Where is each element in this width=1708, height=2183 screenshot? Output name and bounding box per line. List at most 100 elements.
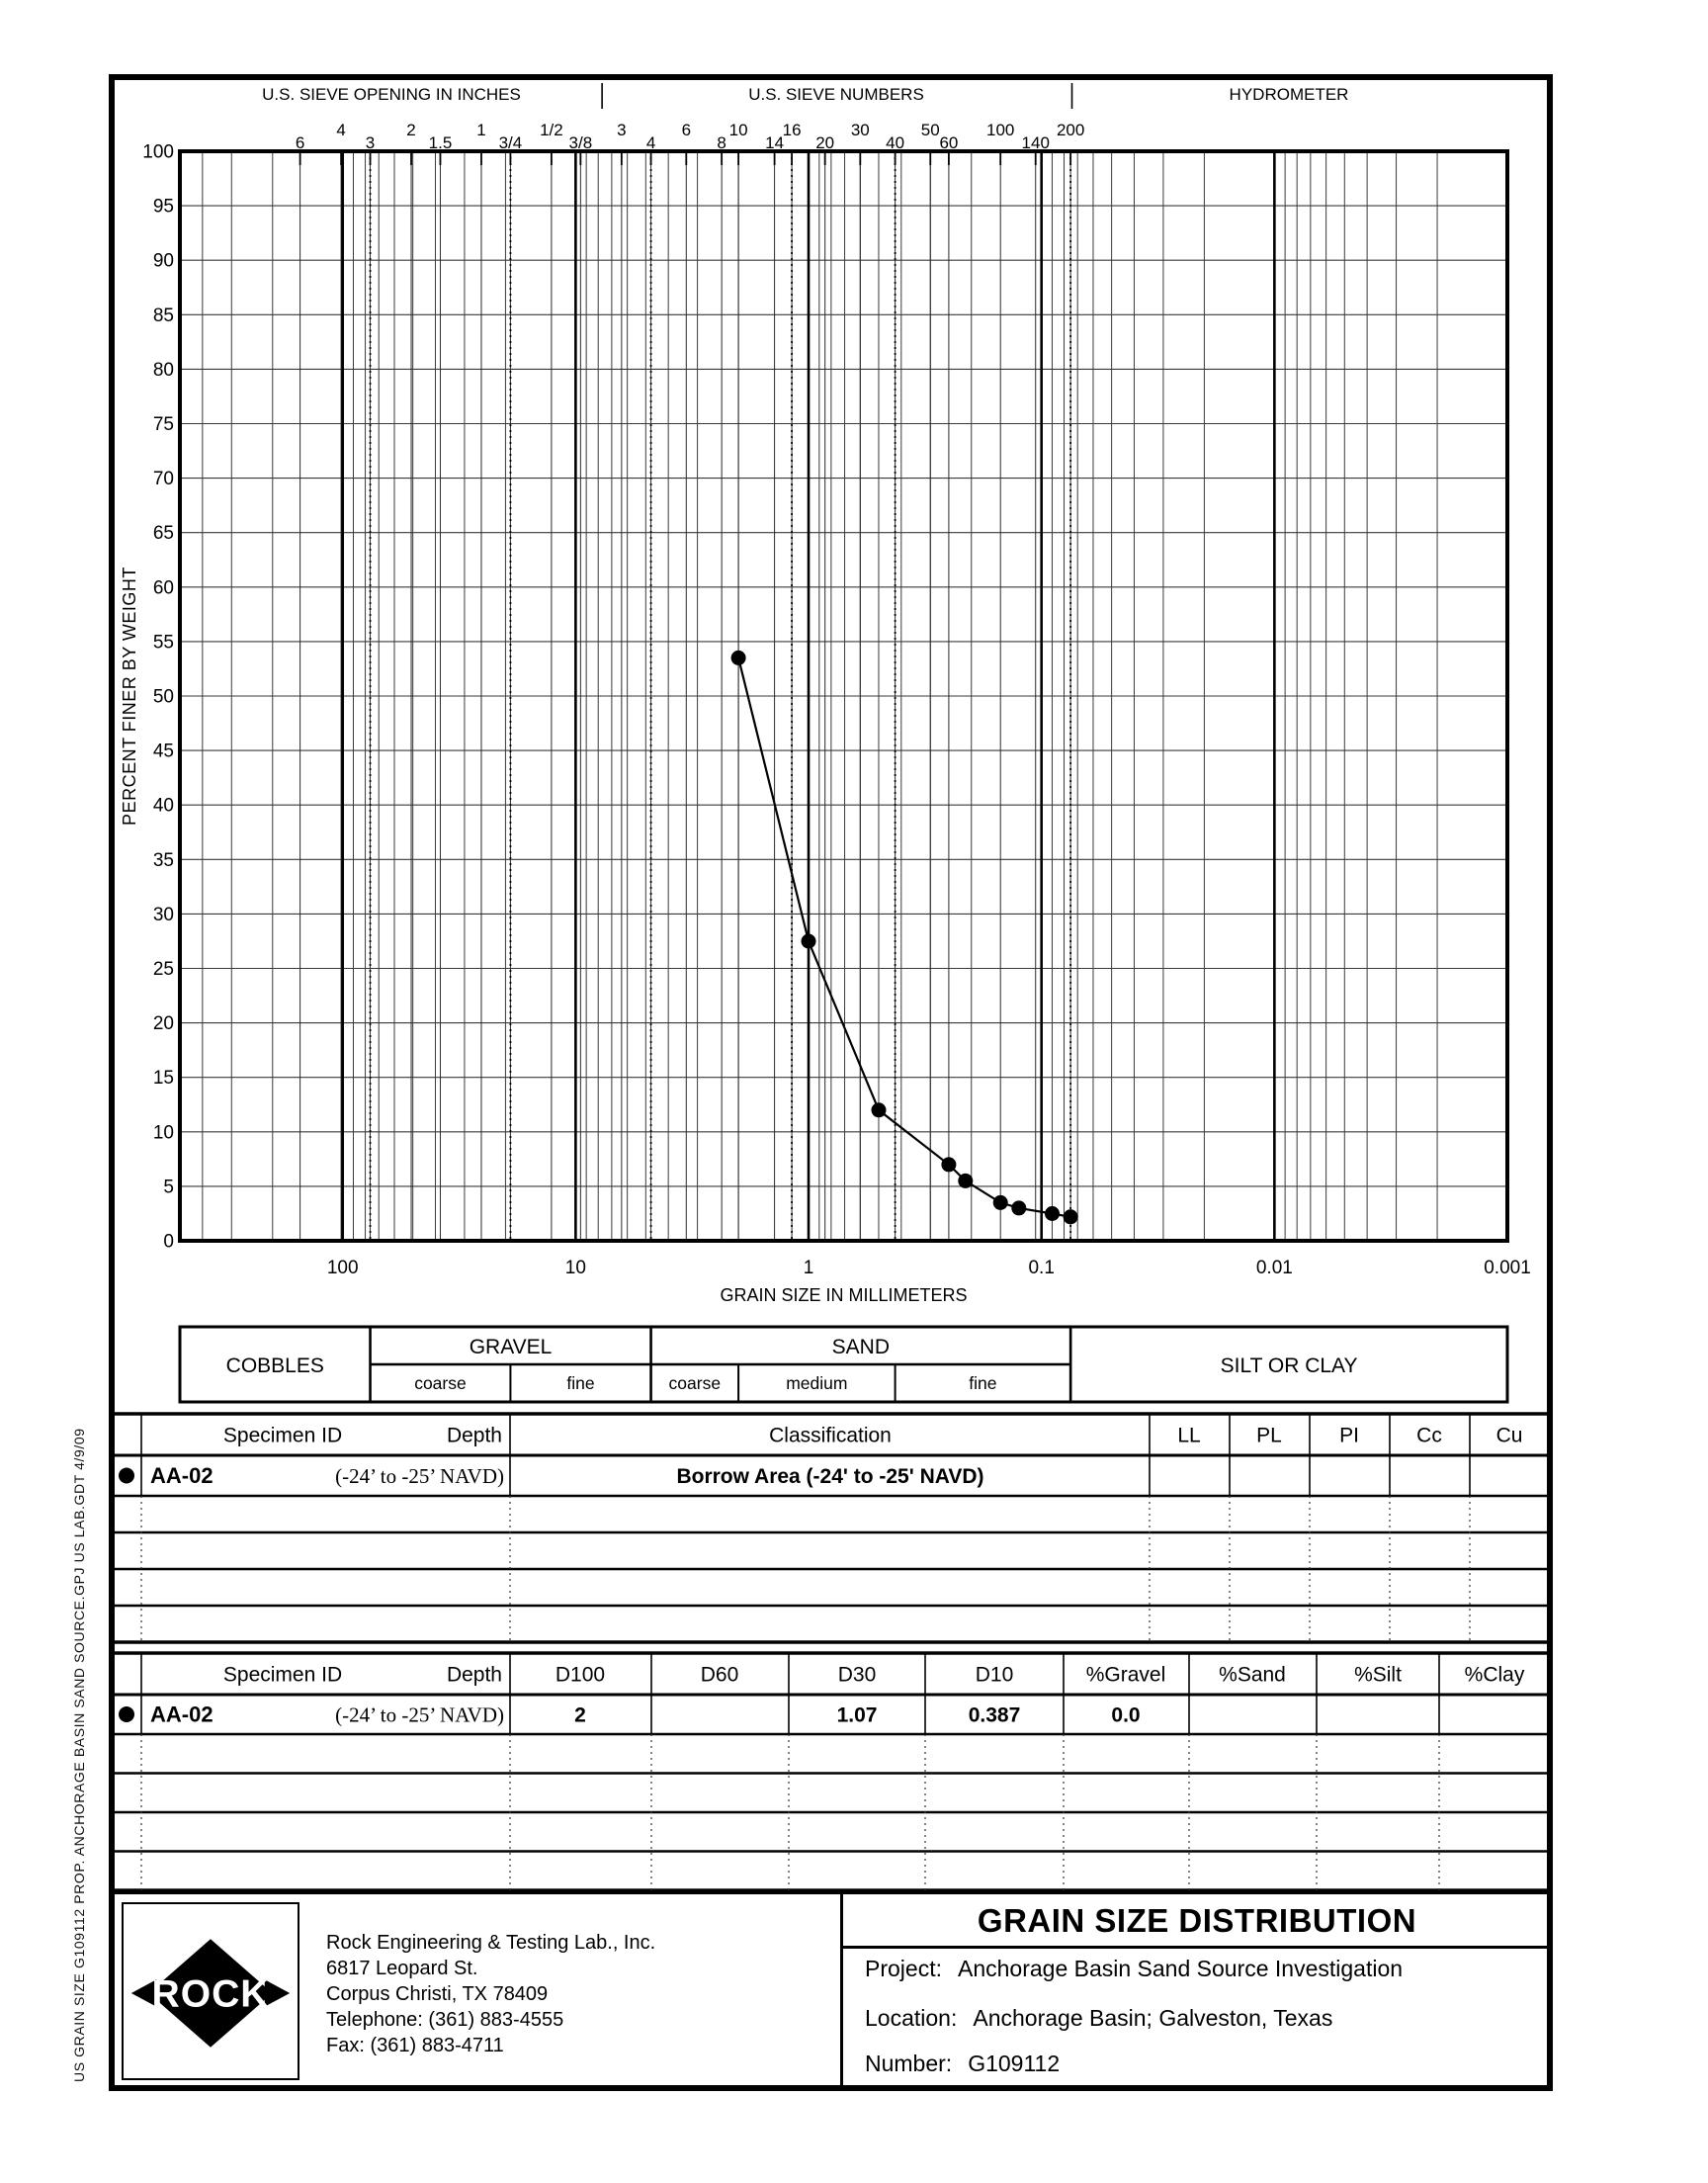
value-cell: 0.387 (969, 1704, 1021, 1727)
x-tick-label: 0.001 (1484, 1258, 1531, 1278)
sieve-size-label: 20 (815, 133, 834, 152)
y-tick-label: 5 (163, 1177, 174, 1197)
curve-line (737, 657, 1071, 1218)
y-tick-label: 50 (153, 687, 174, 708)
y-tick-label: 85 (153, 306, 174, 326)
x-tick-label: 100 (327, 1258, 359, 1278)
size-group-label: SAND (832, 1336, 890, 1358)
y-tick-label: 95 (153, 197, 174, 218)
sieve-size-label: 3 (617, 121, 626, 139)
y-tick-label: 70 (153, 469, 174, 489)
x-tick-label: 10 (565, 1258, 586, 1278)
report-title: GRAIN SIZE DISTRIBUTION (977, 1902, 1417, 1939)
title-block-divider (840, 1894, 843, 2088)
number-field: Number: G109112 (865, 2051, 1060, 2077)
size-sub-label: fine (566, 1373, 594, 1393)
size-sub-label: coarse (414, 1373, 467, 1393)
company-fax: Fax: (361) 883-4711 (326, 2035, 504, 2056)
axis-section-label: U.S. SIEVE NUMBERS (748, 85, 924, 104)
y-tick-label: 100 (142, 142, 174, 163)
y-tick-label: 0 (163, 1232, 174, 1253)
col-header-specimen-id: Specimen ID (223, 1425, 342, 1447)
table-border (110, 1412, 1552, 1644)
depth-cell: (-24’ to -25’ NAVD) (335, 1464, 504, 1488)
sieve-size-label: 8 (717, 133, 726, 152)
chart-grid (180, 151, 1507, 1241)
col-header: PL (1256, 1425, 1282, 1447)
y-tick-label: 25 (153, 959, 174, 980)
data-point (730, 650, 746, 665)
col-header: D30 (838, 1664, 877, 1687)
y-tick-label: 80 (153, 360, 174, 381)
sieve-size-label: 30 (851, 121, 870, 139)
company-phone: Telephone: (361) 883-4555 (326, 2009, 564, 2031)
company-logo: ROCK (122, 1902, 299, 2080)
number-label: Number: (865, 2051, 953, 2076)
x-axis-title: GRAIN SIZE IN MILLIMETERS (720, 1285, 967, 1305)
title-block: ROCK Rock Engineering & Testing Lab., In… (112, 1890, 1550, 2088)
y-tick-label: 15 (153, 1068, 174, 1089)
size-sub-label: coarse (669, 1373, 722, 1393)
title-underline (843, 1946, 1550, 1949)
y-tick-label: 30 (153, 905, 174, 925)
col-header: %Gravel (1086, 1664, 1166, 1687)
size-group-label: COBBLES (226, 1354, 324, 1377)
sieve-size-label: 3/8 (569, 133, 593, 152)
value-cell: 0.0 (1111, 1704, 1140, 1727)
x-axis: 100 10 1 0.1 0.01 0.001 GRAIN SIZE IN MILLIMET… (327, 1258, 1531, 1305)
company-info: Rock Engineering & Testing Lab., Inc. 68… (326, 1930, 655, 2058)
sieve-size-label: 200 (1057, 121, 1084, 139)
data-point (801, 933, 816, 949)
sieve-size-label: 1.5 (429, 133, 453, 152)
sieve-size-label: 50 (921, 121, 940, 139)
col-header: %Sand (1219, 1664, 1286, 1687)
axis-section-label: HYDROMETER (1230, 85, 1349, 104)
location-label: Location: (865, 2005, 958, 2031)
size-sub-label: medium (786, 1373, 847, 1393)
value-cell: 2 (574, 1704, 586, 1727)
page-border (109, 74, 1553, 2091)
y-tick-label: 10 (153, 1122, 174, 1143)
col-header: LL (1177, 1425, 1200, 1447)
number-value: G109112 (968, 2051, 1061, 2076)
x-tick-label: 0.01 (1256, 1258, 1293, 1278)
project-field: Project: Anchorage Basin Sand Source Inve… (865, 1956, 1403, 1982)
sieve-size-label: 4 (336, 121, 345, 139)
col-header-classification: Classification (769, 1425, 892, 1447)
sieve-axis-header: U.S. SIEVE OPENING IN INCHES U.S. SIEVE N… (262, 83, 1348, 165)
company-city: Corpus Christi, TX 78409 (326, 1983, 549, 2005)
y-tick-label: 40 (153, 796, 174, 817)
sieve-size-label: 14 (765, 133, 784, 152)
project-value: Anchorage Basin Sand Source Investigatio… (957, 1956, 1404, 1981)
sieve-size-label: 16 (783, 121, 802, 139)
sieve-size-label: 2 (406, 121, 415, 139)
y-axis: 0 5 10 15 20 25 30 35 40 45 50 55 60 65 70 75 80 85 90 95 10… (120, 142, 174, 1253)
data-point (1011, 1200, 1027, 1216)
sieve-size-label: 140 (1022, 133, 1050, 152)
col-header: %Clay (1465, 1664, 1525, 1687)
specimen-id-cell: AA-02 (150, 1463, 214, 1488)
y-tick-label: 60 (153, 577, 174, 598)
data-point (1045, 1206, 1060, 1221)
col-header: D60 (701, 1664, 739, 1687)
sieve-size-label: 3 (366, 133, 375, 152)
y-tick-label: 65 (153, 523, 174, 544)
size-bar-border (178, 1325, 1509, 1404)
sieve-size-label: 60 (939, 133, 958, 152)
classification-cell: Borrow Area (-24' to -25' NAVD) (676, 1465, 983, 1488)
specimen-classification-table: Specimen ID Depth Classification LL PL PI Cc Cu… (110, 1412, 1552, 1644)
axis-section-label: U.S. SIEVE OPENING IN INCHES (262, 85, 521, 104)
y-axis-title: PERCENT FINER BY WEIGHT (120, 567, 139, 826)
sieve-size-label: 6 (682, 121, 691, 139)
y-tick-label: 45 (153, 742, 174, 762)
data-point (941, 1157, 957, 1173)
location-value: Anchorage Basin; Galveston, Texas (973, 2005, 1333, 2031)
sieve-size-label: 1/2 (540, 121, 563, 139)
project-label: Project: (865, 1956, 942, 1981)
data-point (871, 1102, 887, 1118)
value-cell: 1.07 (837, 1704, 878, 1727)
sieve-size-label: 6 (296, 133, 304, 152)
col-header-specimen-id: Specimen ID (223, 1664, 342, 1687)
